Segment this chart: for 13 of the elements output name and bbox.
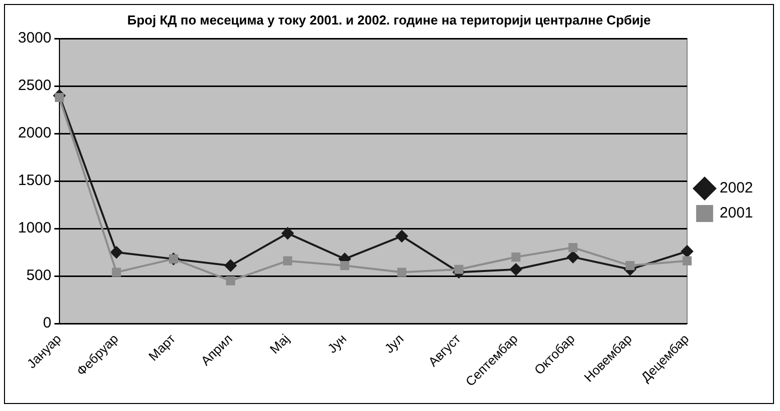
y-tick-label: 1000 [18,220,52,237]
x-tick-label: Мај [266,331,292,357]
x-tick-label: Јун [324,331,350,356]
x-tick-label: Јул [381,331,406,356]
y-tick-label: 500 [26,267,52,284]
y-tick-label: 1500 [18,172,52,190]
legend-label: 2002 [720,180,754,197]
y-tick-label: 3000 [18,30,52,47]
y-tick-label: 2500 [18,77,52,94]
chart-title: Број КД по месецима у току 2001. и 2002. године на територији централне Србије [127,12,651,28]
y-tick-label: 2000 [18,124,52,142]
y-tick-label: 0 [43,314,52,332]
legend-label: 2001 [720,204,754,222]
